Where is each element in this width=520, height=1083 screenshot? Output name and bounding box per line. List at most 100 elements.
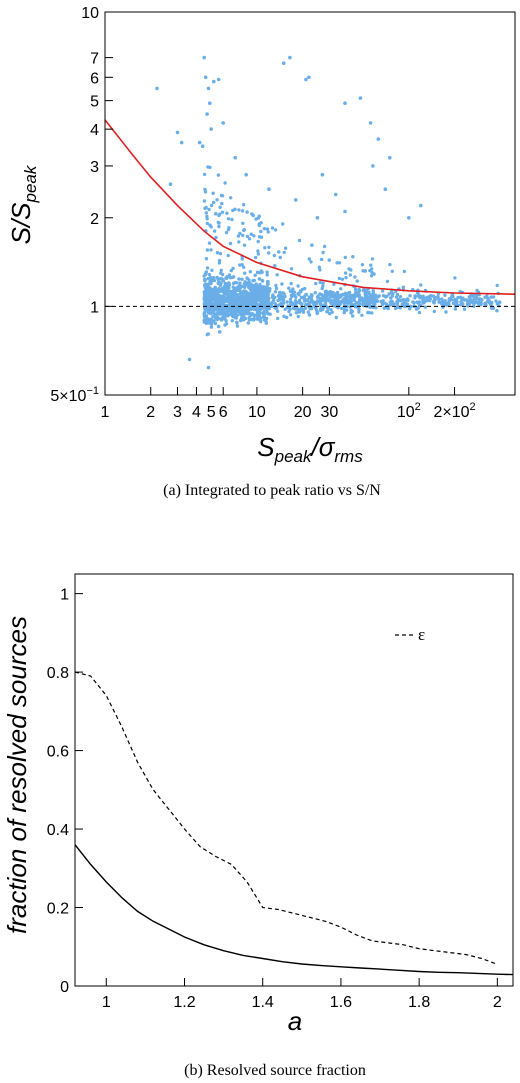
scatter-point	[325, 310, 329, 314]
scatter-point	[318, 280, 322, 285]
scatter-point	[227, 286, 231, 290]
y-tick-label: 10	[81, 5, 99, 22]
scatter-point	[231, 297, 235, 301]
scatter-point	[242, 289, 246, 293]
scatter-point	[273, 228, 278, 232]
scatter-point	[370, 257, 375, 261]
scatter-point	[296, 284, 300, 288]
scatter-point	[352, 295, 357, 300]
scatter-point	[427, 294, 432, 299]
x-tick-label: 10	[248, 404, 266, 421]
scatter-point	[205, 214, 209, 218]
scatter-point	[246, 309, 250, 313]
scatter-point	[366, 295, 370, 300]
scatter-point	[289, 281, 293, 286]
scatter-point	[219, 271, 223, 275]
scatter-point	[363, 269, 367, 273]
scatter-point	[234, 316, 238, 320]
scatter-point	[423, 300, 427, 304]
scatter-point	[208, 289, 212, 293]
scatter-point	[372, 272, 376, 276]
scatter-point	[314, 281, 318, 286]
scatter-point	[226, 307, 230, 311]
scatter-point	[235, 281, 239, 285]
scatter-point	[337, 276, 342, 281]
scatter-point	[405, 302, 410, 307]
scatter-point	[358, 96, 363, 100]
scatter-point	[382, 306, 386, 310]
scatter-point	[271, 298, 276, 303]
scatter-point	[218, 205, 222, 209]
scatter-point	[250, 299, 255, 303]
scatter-point	[268, 302, 272, 307]
scatter-point	[347, 290, 352, 295]
scatter-point	[245, 311, 249, 316]
scatter-point	[343, 209, 347, 214]
y-tick-label: 3	[90, 159, 99, 176]
scatter-point	[214, 295, 218, 299]
scatter-point	[282, 250, 286, 255]
scatter-point	[485, 294, 489, 298]
scatter-point	[361, 288, 366, 293]
scatter-point	[212, 200, 216, 205]
scatter-point	[315, 295, 320, 299]
scatter-point	[214, 291, 219, 295]
scatter-point	[246, 321, 250, 325]
scatter-point	[294, 295, 298, 299]
scatter-point	[342, 308, 347, 312]
x-tick-label: 4	[192, 404, 201, 421]
scatter-point	[226, 217, 231, 221]
scatter-point	[297, 298, 302, 303]
scatter-point	[368, 305, 372, 309]
scatter-point	[251, 279, 255, 283]
scatter-point	[252, 316, 256, 321]
scatter-point	[497, 300, 502, 304]
scatter-point	[353, 287, 358, 292]
scatter-point	[235, 324, 240, 328]
scatter-point	[367, 290, 371, 295]
x-axis-label-a: Speak/σrms	[257, 432, 363, 466]
scatter-point	[494, 299, 498, 303]
scatter-point	[209, 127, 213, 131]
scatter-point	[218, 312, 222, 316]
scatter-point	[362, 301, 366, 305]
y-tick-label: 1	[90, 299, 99, 316]
scatter-point	[396, 297, 400, 302]
scatter-point	[372, 305, 377, 309]
scatter-point	[357, 287, 361, 292]
scatter-point	[387, 292, 391, 296]
x-tick-label: 30	[320, 404, 338, 421]
scatter-point	[356, 301, 361, 305]
scatter-point	[207, 241, 212, 245]
scatter-point	[314, 308, 319, 312]
scatter-point	[168, 182, 173, 186]
scatter-point	[213, 321, 218, 326]
scatter-point	[255, 270, 260, 275]
scatter-point	[369, 263, 373, 267]
scatter-point	[260, 278, 264, 283]
scatter-point	[351, 314, 355, 318]
scatter-point	[229, 309, 233, 313]
scatter-point	[265, 273, 269, 277]
scatter-point	[307, 313, 312, 317]
scatter-point	[245, 282, 249, 286]
scatter-point	[276, 316, 280, 321]
scatter-point	[206, 286, 211, 290]
scatter-point	[266, 230, 270, 234]
scatter-point	[419, 283, 423, 287]
scatter-point	[472, 304, 476, 308]
scatter-point	[209, 300, 213, 304]
scatter-point	[329, 300, 333, 304]
scatter-point	[309, 297, 314, 302]
scatter-point	[285, 315, 289, 320]
scatter-point	[254, 290, 258, 295]
scatter-point	[417, 310, 422, 315]
scatter-point	[393, 306, 398, 311]
scatter-point	[236, 234, 241, 238]
scatter-point	[244, 172, 248, 177]
scatter-point	[205, 298, 210, 302]
scatter-point	[255, 287, 259, 292]
scatter-point	[202, 297, 206, 302]
scatter-point	[335, 261, 339, 265]
scatter-point	[281, 222, 285, 226]
